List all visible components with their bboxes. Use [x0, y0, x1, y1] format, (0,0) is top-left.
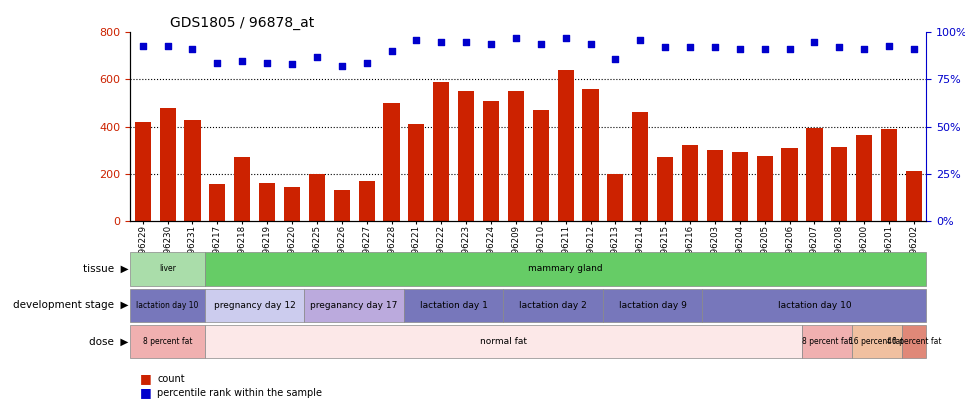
Point — [135, 43, 151, 49]
Text: 16 percent fat: 16 percent fat — [849, 337, 904, 346]
Bar — [706, 150, 723, 221]
Bar — [657, 157, 674, 221]
Text: development stage  ▶: development stage ▶ — [13, 301, 128, 310]
Point — [359, 59, 374, 66]
Point — [832, 44, 847, 51]
Text: lactation day 9: lactation day 9 — [619, 301, 687, 310]
Text: liver: liver — [159, 264, 176, 273]
Text: ■: ■ — [140, 386, 152, 399]
Bar — [533, 110, 549, 221]
Bar — [433, 82, 450, 221]
Point — [260, 59, 275, 66]
Point — [209, 59, 225, 66]
Point — [184, 46, 200, 53]
Bar — [159, 108, 176, 221]
Bar — [807, 128, 822, 221]
Bar — [359, 181, 374, 221]
Bar — [209, 184, 226, 221]
Point — [707, 44, 723, 51]
Bar — [234, 157, 250, 221]
Bar — [508, 91, 524, 221]
Point — [857, 46, 872, 53]
Text: lactation day 2: lactation day 2 — [519, 301, 587, 310]
Text: GDS1805 / 96878_at: GDS1805 / 96878_at — [170, 16, 315, 30]
Point — [160, 43, 176, 49]
Point — [782, 46, 797, 53]
Point — [906, 46, 922, 53]
Point — [309, 53, 324, 60]
Bar — [135, 122, 151, 221]
Bar — [458, 91, 474, 221]
Bar — [881, 129, 897, 221]
Point — [807, 38, 822, 45]
Point — [483, 40, 499, 47]
Text: tissue  ▶: tissue ▶ — [83, 264, 128, 274]
Bar — [682, 145, 698, 221]
Point — [657, 44, 673, 51]
Point — [384, 48, 400, 54]
Point — [334, 63, 349, 70]
Bar — [831, 147, 847, 221]
Bar — [632, 113, 648, 221]
Point — [881, 43, 896, 49]
Text: 8 percent fat: 8 percent fat — [802, 337, 852, 346]
Point — [234, 58, 250, 64]
Point — [533, 40, 548, 47]
Bar — [607, 174, 623, 221]
Point — [458, 38, 474, 45]
Text: percentile rank within the sample: percentile rank within the sample — [157, 388, 322, 398]
Text: 8 percent fat: 8 percent fat — [143, 337, 192, 346]
Bar — [482, 101, 499, 221]
Text: count: count — [157, 374, 185, 384]
Bar — [408, 124, 425, 221]
Text: preganancy day 17: preganancy day 17 — [311, 301, 398, 310]
Point — [583, 40, 598, 47]
Point — [509, 35, 524, 41]
Point — [732, 46, 748, 53]
Point — [433, 38, 449, 45]
Bar — [782, 148, 798, 221]
Point — [682, 44, 698, 51]
Point — [558, 35, 573, 41]
Bar — [856, 135, 872, 221]
Text: mammary gland: mammary gland — [529, 264, 603, 273]
Bar — [284, 187, 300, 221]
Point — [408, 37, 424, 43]
Text: ■: ■ — [140, 372, 152, 385]
Bar — [383, 103, 400, 221]
Point — [608, 55, 623, 62]
Bar — [309, 174, 325, 221]
Bar — [259, 183, 275, 221]
Text: lactation day 10: lactation day 10 — [778, 301, 851, 310]
Bar — [757, 156, 773, 221]
Text: 40 percent fat: 40 percent fat — [887, 337, 941, 346]
Text: normal fat: normal fat — [480, 337, 527, 346]
Text: lactation day 1: lactation day 1 — [420, 301, 487, 310]
Text: dose  ▶: dose ▶ — [89, 337, 128, 347]
Point — [757, 46, 772, 53]
Bar — [334, 190, 350, 221]
Bar — [906, 171, 922, 221]
Bar — [731, 152, 748, 221]
Text: lactation day 10: lactation day 10 — [136, 301, 199, 310]
Point — [285, 61, 300, 68]
Bar — [184, 119, 201, 221]
Bar — [583, 89, 598, 221]
Bar — [558, 70, 574, 221]
Text: pregnancy day 12: pregnancy day 12 — [214, 301, 295, 310]
Point — [633, 37, 648, 43]
